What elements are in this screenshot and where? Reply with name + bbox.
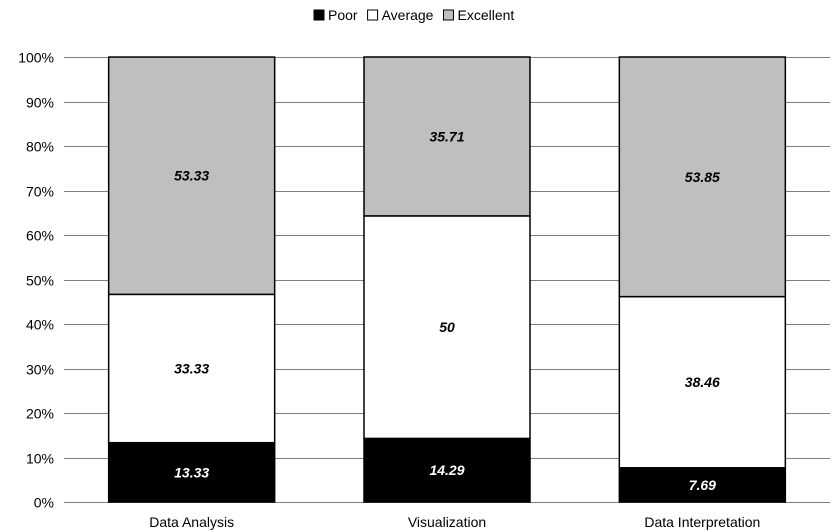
- category-label: Data Analysis: [149, 514, 234, 530]
- data-label: 33.33: [174, 361, 209, 377]
- y-tick-label: 0%: [34, 495, 54, 511]
- y-tick-label: 60%: [26, 228, 54, 244]
- data-labels: 13.33 33.33 53.33 14.29 50 35.71 7.69 38.46 53.8…: [174, 128, 720, 492]
- y-tick-label: 80%: [26, 139, 54, 155]
- bar-segment-excellent: [363, 56, 531, 217]
- category-label: Data Interpretation: [644, 514, 760, 530]
- data-label: 50: [439, 319, 455, 335]
- y-tick-label: 10%: [26, 451, 54, 467]
- bar-segment-poor: [363, 437, 531, 503]
- x-axis-categories: Data Analysis Visualization Data Interpret…: [149, 514, 760, 530]
- data-label: 13.33: [174, 464, 209, 480]
- legend-swatch-poor: [313, 9, 325, 21]
- legend-label: Poor: [328, 7, 358, 23]
- bar-segment-average: [107, 293, 276, 444]
- bar-segment-poor: [107, 441, 276, 503]
- bar-segment-excellent: [107, 56, 276, 296]
- legend-swatch-average: [367, 9, 379, 21]
- data-label: 53.33: [174, 168, 209, 184]
- legend-label: Average: [382, 7, 434, 23]
- y-axis-ticks: 0% 10% 20% 30% 40% 50% 60% 70% 80% 90% 100%: [18, 50, 54, 511]
- bar-segment-average: [363, 215, 531, 440]
- data-label: 14.29: [429, 462, 464, 478]
- data-label: 53.85: [685, 169, 720, 185]
- y-tick-label: 100%: [18, 50, 54, 66]
- data-label: 35.71: [429, 128, 464, 144]
- bars: [107, 56, 787, 503]
- y-tick-label: 50%: [26, 273, 54, 289]
- y-tick-label: 90%: [26, 95, 54, 111]
- legend-label: Excellent: [457, 7, 514, 23]
- bar-segment-average: [618, 295, 787, 469]
- y-tick-label: 70%: [26, 184, 54, 200]
- bar-segment-excellent: [618, 56, 787, 298]
- legend-swatch-excellent: [442, 9, 454, 21]
- category-label: Visualization: [408, 514, 486, 530]
- y-tick-label: 30%: [26, 362, 54, 378]
- data-label: 7.69: [689, 477, 716, 493]
- legend: Poor Average Excellent: [313, 7, 514, 23]
- data-label: 38.46: [685, 374, 720, 390]
- y-tick-label: 20%: [26, 406, 54, 422]
- y-tick-label: 40%: [26, 317, 54, 333]
